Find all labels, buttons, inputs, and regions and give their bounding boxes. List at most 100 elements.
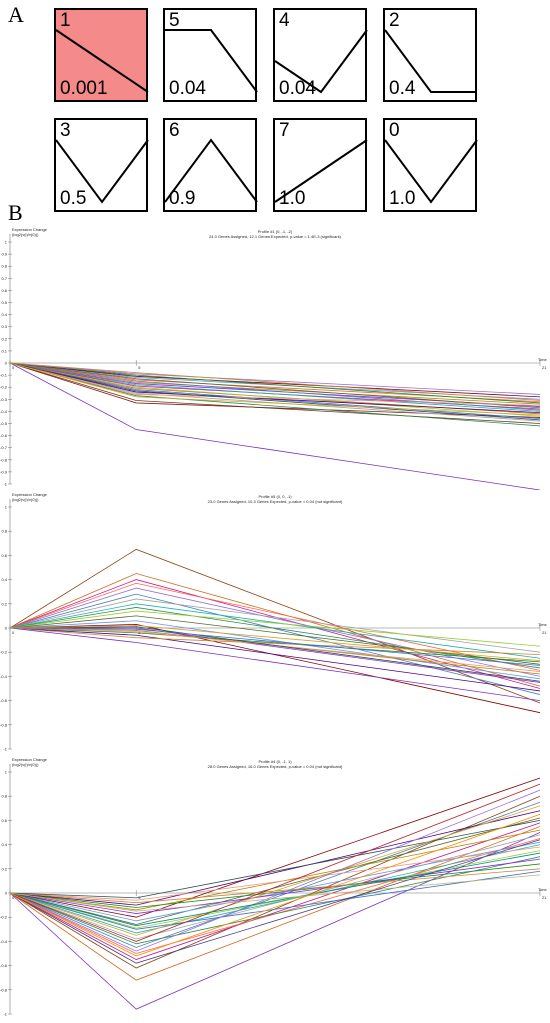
profile-id-label: 2 [389, 10, 400, 31]
y-tick-label: 0.8 [1, 794, 7, 799]
y-tick-label: -0.4 [0, 409, 8, 414]
profile-id-label: 7 [279, 120, 290, 141]
y-tick-label: 0 [5, 891, 8, 896]
y-tick-label: 1 [5, 505, 8, 510]
y-tick-label: -0.1 [0, 373, 8, 378]
profile-pvalue-label: 0.04 [279, 78, 316, 99]
profile-pvalue-label: 1.0 [389, 188, 416, 209]
series-line-7 [9, 834, 541, 940]
y-tick-label: 0.9 [1, 252, 7, 257]
y-tick-label: -0.4 [0, 674, 8, 679]
profile-line-2 [385, 29, 477, 93]
plot-title: Profile #1 (0, -1, -2) [258, 229, 293, 234]
series-line-16 [9, 810, 541, 906]
x-tick-label: 21 [542, 365, 547, 370]
y-tick-label: 0.6 [1, 553, 7, 558]
series-line-26 [9, 839, 541, 964]
x-axis-label: Time [538, 357, 548, 362]
y-tick-label: 0.4 [1, 842, 7, 847]
x-tick-label: 0 [12, 630, 15, 635]
y-tick-label: -0.2 [0, 650, 8, 655]
profile-box-4: 4 0.04 [273, 8, 368, 102]
series-line-21 [9, 805, 541, 936]
series-line-5 [9, 593, 541, 695]
series-line-23 [9, 362, 541, 416]
profile-shape-4 [275, 29, 368, 94]
series-line-18 [9, 627, 541, 701]
series-line-0 [9, 362, 541, 490]
profile-box-3: 3 0.5 [54, 118, 149, 212]
y-tick-label: -0.6 [0, 963, 8, 968]
series-line-22 [9, 789, 541, 952]
series-line-0 [9, 832, 541, 1010]
y-tick-label: 0.1 [1, 348, 7, 353]
profile-pvalue-label: 0.5 [60, 188, 87, 209]
series-line-7 [9, 603, 541, 659]
profile-pvalue-label: 0.9 [169, 188, 196, 209]
profile-id-label: 5 [169, 10, 180, 31]
series-line-15 [9, 362, 541, 400]
series-line-8 [9, 844, 541, 934]
y-tick-label: 0 [5, 361, 8, 366]
plot-subtitle: 28.0 Genes Assigned, 16.0 Genes Expected… [208, 764, 343, 769]
series-line-18 [9, 362, 541, 395]
y-tick-label: 0.8 [1, 529, 7, 534]
profile-id-label: 3 [60, 120, 71, 141]
series-line-13 [9, 362, 541, 403]
profile-box-1: 1 0.001 [54, 8, 149, 102]
series-line-5 [9, 801, 541, 948]
plot-subtitle: 23.0 Genes Assigned, 10.3 Genes Expected… [208, 499, 343, 504]
y-tick-label: -0.4 [0, 939, 8, 944]
panel-b-letter: B [8, 200, 23, 225]
series-line-14 [9, 627, 541, 675]
series-line-11 [9, 841, 541, 922]
series-line-17 [9, 868, 541, 904]
y-tick-label: 0.2 [1, 866, 7, 871]
profile-pvalue-label: 0.4 [389, 78, 416, 99]
profile-id-label: 1 [60, 10, 71, 31]
x-axis-label: Time [538, 887, 548, 892]
profile-line-4 [275, 29, 368, 94]
y-axis-label-2: (log2(v(i)/v(0))) [12, 762, 39, 767]
series-line-12 [9, 623, 541, 714]
y-tick-label: -0.8 [0, 457, 8, 462]
y-tick-label: 0.3 [1, 324, 7, 329]
series-line-12 [9, 777, 541, 918]
profile-shape-5 [165, 29, 258, 93]
y-tick-label: -0.9 [0, 469, 8, 474]
series-line-17 [9, 362, 541, 404]
profile-line-1 [56, 29, 149, 93]
series-line-24 [9, 852, 541, 927]
y-tick-label: -0.6 [0, 433, 8, 438]
y-tick-label: -1 [3, 1012, 7, 1017]
profile-plot-5: Profile #5 (0, 0, -1) 23.0 Genes Assigned… [0, 493, 550, 755]
series-line-3 [9, 582, 541, 671]
series-line-6 [9, 856, 541, 945]
y-axis-label-2: (log2(v(i)/v(0))) [12, 232, 39, 237]
series-line-10 [9, 615, 541, 665]
x-axis-label: Time [538, 622, 548, 627]
series-line-19 [9, 362, 541, 401]
series-line-13 [10, 627, 541, 683]
series-line-9 [9, 610, 541, 647]
series-line-16 [9, 627, 541, 692]
series-line-14 [9, 362, 541, 409]
y-tick-label: 0.7 [1, 276, 7, 281]
y-tick-label: 0.4 [1, 312, 7, 317]
series-line-1 [9, 573, 541, 687]
y-axis-label: Expression Change [12, 493, 48, 497]
y-tick-label: 1 [5, 240, 8, 245]
profile-id-label: 0 [389, 120, 400, 141]
plot-title: Profile #4 (0, -1, 1) [258, 759, 292, 764]
profile-id-label: 6 [169, 120, 180, 141]
profile-shape-1 [56, 29, 149, 93]
profile-pvalue-label: 0.001 [60, 78, 108, 99]
series-line-15 [9, 863, 541, 908]
y-tick-label: 0.8 [1, 264, 7, 269]
series-line-21 [9, 627, 541, 666]
profile-plot-4-svg: Profile #4 (0, -1, 1)28.0 Genes Assigned… [0, 758, 548, 1017]
y-tick-label: -0.5 [0, 421, 8, 426]
y-axis-label: Expression Change [12, 758, 48, 762]
y-tick-label: 1 [5, 770, 8, 775]
y-tick-label: -0.7 [0, 445, 8, 450]
